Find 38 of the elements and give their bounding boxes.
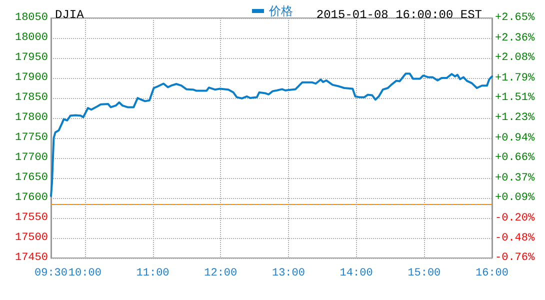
y2-tick-label: +0.09% bbox=[495, 192, 536, 204]
y2-tick-label: +2.65% bbox=[495, 12, 536, 24]
y-tick-label: 17800 bbox=[14, 112, 48, 124]
y2-tick-label: -0.20% bbox=[495, 212, 536, 225]
y-tick-label: 17700 bbox=[14, 152, 48, 164]
x-tick-label: 15:00 bbox=[408, 268, 441, 280]
line-series bbox=[50, 72, 493, 197]
x-tick-label: 16:00 bbox=[475, 268, 509, 280]
y2-tick-label: +0.66% bbox=[495, 152, 536, 164]
legend-label: 价格 bbox=[268, 4, 293, 18]
y2-tick-label: +2.08% bbox=[495, 52, 536, 64]
y-tick-label: 18050 bbox=[14, 12, 48, 24]
y-tick-label: 17600 bbox=[14, 192, 48, 204]
y2-tick-label: +1.79% bbox=[495, 72, 536, 85]
y-tick-label: 17450 bbox=[14, 252, 48, 264]
chart-title: DJIA bbox=[55, 8, 85, 22]
y-tick-label: 17650 bbox=[14, 172, 48, 184]
y-tick-label: 17850 bbox=[14, 92, 48, 104]
x-tick-label: 10:00 bbox=[68, 268, 102, 280]
y-tick-label: 17950 bbox=[14, 52, 48, 64]
y2-tick-label: +0.37% bbox=[495, 172, 536, 184]
y2-tick-label: +0.94% bbox=[495, 132, 536, 144]
y2-tick-label: +1.23% bbox=[495, 112, 536, 124]
x-tick-label: 11:00 bbox=[136, 268, 170, 280]
y-tick-label: 17500 bbox=[14, 232, 48, 244]
y2-tick-label: +2.36% bbox=[495, 32, 536, 44]
x-tick-label: 09:30 bbox=[34, 268, 68, 280]
y-tick-label: 17900 bbox=[14, 72, 48, 84]
x-tick-label: 13:00 bbox=[272, 268, 305, 280]
y2-tick-label: -0.48% bbox=[495, 232, 536, 244]
y-tick-label: 18000 bbox=[14, 32, 48, 44]
y-tick-label: 17550 bbox=[14, 212, 48, 224]
x-tick-label: 14:00 bbox=[340, 268, 373, 280]
chart-subtitle: 2015-01-08 16:00:00 EST bbox=[316, 8, 482, 22]
y2-tick-label: +1.51% bbox=[495, 92, 536, 104]
y-tick-label: 17750 bbox=[14, 132, 48, 144]
y2-tick-label: -0.76% bbox=[495, 252, 536, 264]
x-tick-label: 12:00 bbox=[204, 268, 238, 280]
